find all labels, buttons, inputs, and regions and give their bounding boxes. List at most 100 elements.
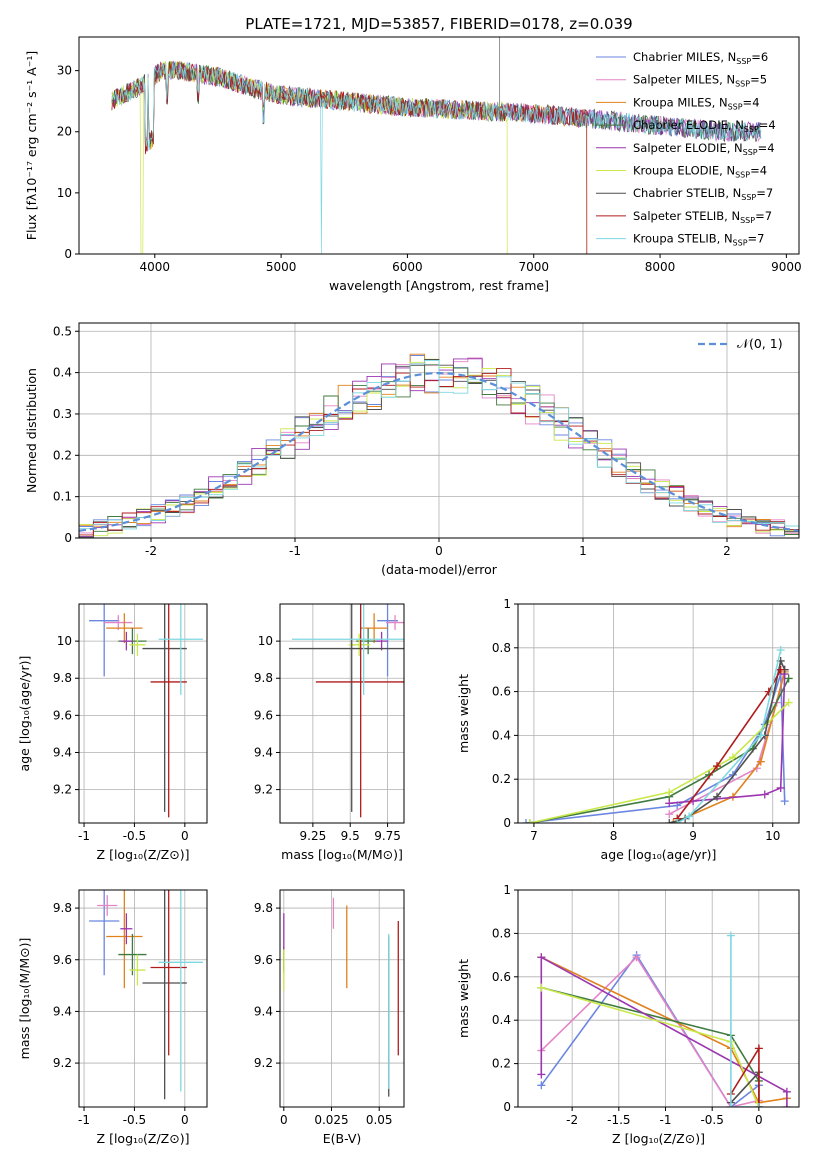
y-tick-label: 0.6 — [492, 970, 511, 984]
y-tick-label: 1 — [503, 597, 511, 611]
legend-nssp-prefix: N — [724, 232, 733, 246]
y-tick-label: 9.2 — [254, 1056, 273, 1070]
legend-nssp-prefix: N — [726, 73, 735, 87]
weight-marker — [782, 1087, 791, 1096]
histogram-step-8 — [79, 359, 799, 530]
errorbar-point-4 — [375, 631, 388, 651]
weight-marker — [756, 731, 765, 740]
errorbar-point-1 — [97, 895, 118, 916]
y-tick-label: 9.2 — [53, 1056, 72, 1070]
x-axis-label: E(B-V) — [323, 1131, 362, 1146]
plot-area-spectrum — [111, 37, 762, 254]
errorbar-point-6 — [288, 604, 404, 812]
legend-nssp-eq: = — [758, 141, 768, 155]
y-tick-label: 10 — [57, 634, 72, 648]
y-tick-label: 0.2 — [492, 1057, 511, 1071]
weight-line-8 — [676, 649, 782, 823]
legend-nssp-value: 4 — [752, 95, 759, 109]
x-tick-label: 9.75 — [374, 829, 401, 843]
legend-nssp-value: 7 — [766, 186, 773, 200]
legend-nssp-value: 4 — [768, 118, 775, 132]
legend-nssp-eq: = — [755, 209, 765, 223]
weight-marker — [673, 819, 682, 823]
x-tick-label: 9000 — [771, 260, 802, 274]
y-tick-label: 10 — [57, 186, 72, 200]
weight-line-5 — [529, 701, 790, 823]
weight-marker — [537, 1070, 546, 1079]
x-tick-label: -1 — [289, 544, 301, 558]
x-tick-label: 9.25 — [300, 829, 327, 843]
x-tick-label: 0 — [181, 829, 189, 843]
x-tick-label: -1 — [660, 1113, 672, 1127]
legend-nssp-sub: SSP — [733, 239, 748, 248]
y-tick-label: 0.2 — [53, 448, 72, 462]
y-tick-label: 9.4 — [254, 745, 273, 759]
errorbar-point-8 — [158, 890, 203, 1092]
panel-mass_vs_Z — [75, 889, 208, 1111]
errorbar-point-2 — [106, 613, 143, 643]
legend-entry-1: Salpeter MILES, NSSP=5 — [633, 73, 767, 89]
weight-marker — [754, 1103, 763, 1107]
x-tick-label: 6000 — [392, 260, 423, 274]
x-tick-label: -1 — [78, 829, 90, 843]
x-tick-label: 7 — [530, 829, 538, 843]
errorbar-point-8 — [291, 604, 404, 695]
y-tick-label: 0.2 — [492, 772, 511, 786]
weight-marker — [784, 698, 793, 707]
x-axis-label: mass [log₁₀(M/M⊙)] — [281, 847, 403, 862]
x-axis-label: Z [log₁₀(Z/Z⊙)] — [97, 847, 190, 862]
axes-frame — [78, 36, 800, 255]
errorbar-point-4 — [120, 913, 133, 945]
y-axis-label: Flux [fλ10⁻¹⁷ erg cm⁻² s⁻¹ A⁻¹] — [24, 51, 39, 240]
y-tick-label: 1 — [503, 883, 511, 897]
legend-nssp-eq: = — [756, 186, 766, 200]
legend-entry-8: Kroupa STELIB, NSSP=7 — [633, 232, 765, 248]
weight-marker — [726, 1103, 735, 1107]
panel-weight_vs_age — [514, 603, 800, 827]
y-tick-label: 0.4 — [53, 366, 72, 380]
x-axis-label: Z [log₁₀(Z/Z⊙)] — [612, 1131, 705, 1146]
x-tick-label: 0 — [435, 544, 443, 558]
x-axis-label: age [log₁₀(age/yr)] — [601, 847, 717, 862]
x-axis-label: wavelength [Angstrom, rest frame] — [329, 278, 549, 293]
axes-frame — [517, 889, 800, 1108]
y-tick-label: 9.2 — [254, 783, 273, 797]
weight-marker — [521, 819, 530, 823]
legend-label: Salpeter ELODIE, — [633, 141, 734, 155]
errorbar-point-6 — [142, 604, 187, 812]
y-tick-label: 0.8 — [492, 926, 511, 940]
legend-nssp-prefix: N — [719, 95, 728, 109]
errorbar-point-4 — [120, 631, 133, 651]
legend-reference-label: 𝒩(0, 1) — [737, 336, 783, 351]
legend-nssp-sub: SSP — [735, 171, 750, 180]
weight-marker — [760, 790, 769, 799]
normal-reference-curve — [79, 371, 799, 532]
errorbar-point-1 — [386, 615, 404, 630]
panel-spectrum — [75, 36, 800, 258]
plot-area-age_vs_Z — [89, 604, 203, 818]
y-tick-label: 9.8 — [53, 901, 72, 915]
y-tick-label: 9.6 — [254, 708, 273, 722]
legend-nssp-eq: = — [759, 118, 769, 132]
x-tick-label: -2 — [145, 544, 157, 558]
errorbar-point-5 — [129, 954, 146, 986]
x-tick-label: 7000 — [518, 260, 549, 274]
weight-line-3 — [529, 678, 790, 823]
errorbar-point-5 — [129, 633, 146, 656]
y-tick-label: 9.6 — [53, 708, 72, 722]
legend-nssp-prefix: N — [728, 50, 737, 64]
y-tick-label: 9.4 — [254, 1004, 273, 1018]
weight-line-2 — [672, 671, 786, 823]
legend-label: Kroupa STELIB, — [633, 232, 724, 246]
weight-line-5 — [541, 986, 760, 1107]
x-tick-label: -0.5 — [123, 1113, 146, 1127]
weight-marker — [713, 762, 722, 771]
legend-nssp-sub: SSP — [741, 193, 756, 202]
weight-marker — [713, 792, 722, 801]
legend-nssp-value: 6 — [761, 50, 768, 64]
legend-label: Chabrier ELODIE, — [633, 118, 735, 132]
legend-label: Chabrier STELIB, — [633, 186, 733, 200]
spectrum-line-6 — [111, 61, 762, 150]
legend-entry-0: Chabrier MILES, NSSP=6 — [633, 50, 768, 66]
legend-entry-7: Salpeter STELIB, NSSP=7 — [633, 209, 772, 225]
